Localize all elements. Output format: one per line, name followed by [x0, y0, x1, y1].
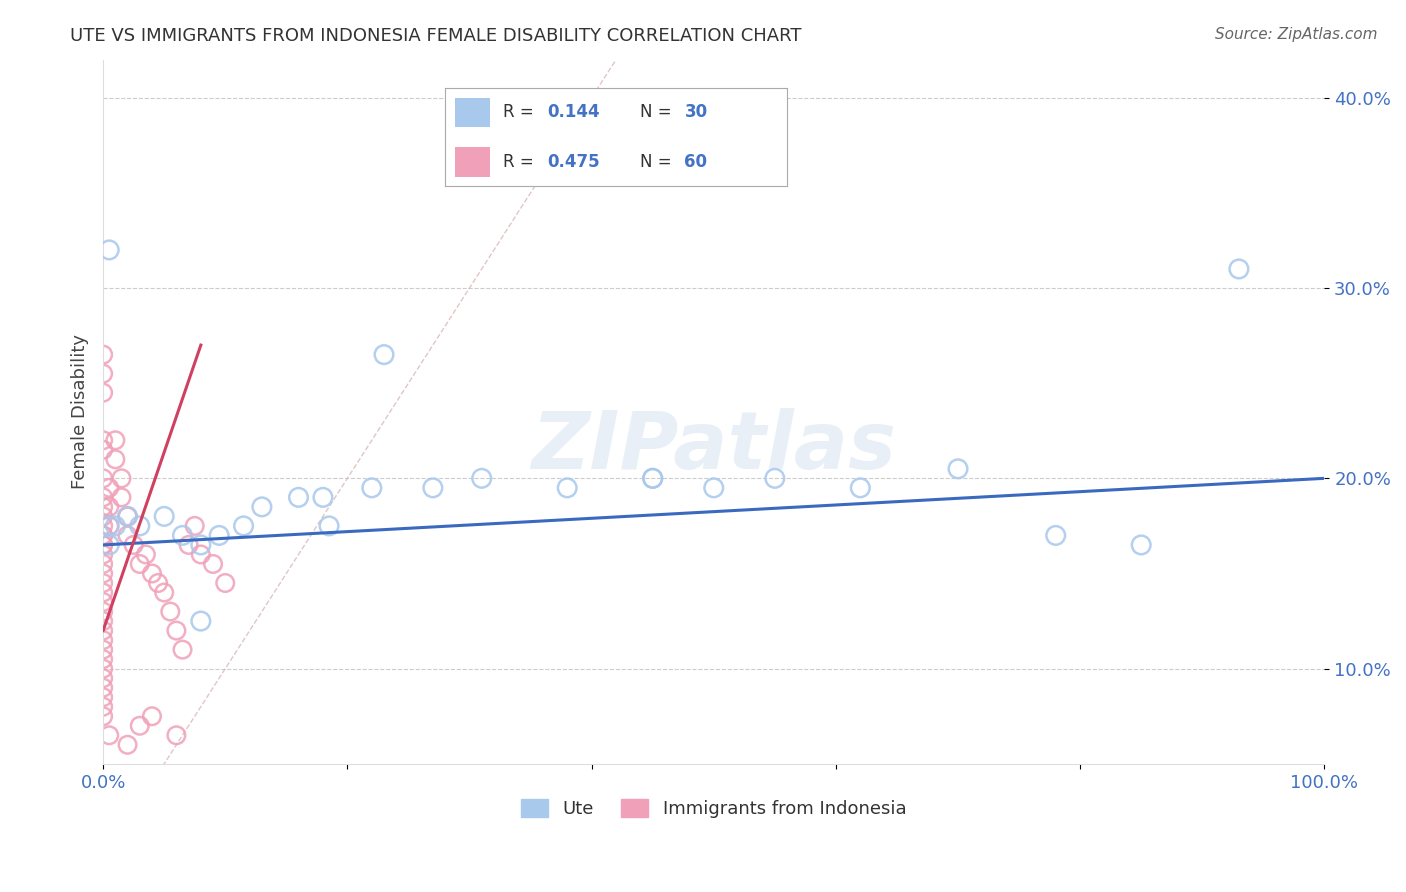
- Point: [91, 434, 114, 448]
- Point: [190, 614, 212, 628]
- Point: [91, 500, 114, 514]
- Point: [312, 491, 335, 505]
- Point: [141, 566, 163, 581]
- Point: [98, 519, 121, 533]
- Point: [172, 642, 194, 657]
- Point: [183, 519, 205, 533]
- Point: [122, 538, 145, 552]
- Point: [91, 624, 114, 638]
- Point: [422, 481, 444, 495]
- Point: [202, 557, 225, 571]
- Point: [98, 243, 121, 257]
- Point: [104, 434, 127, 448]
- Point: [555, 481, 578, 495]
- Point: [91, 709, 114, 723]
- Point: [91, 385, 114, 400]
- Point: [91, 585, 114, 599]
- Point: [91, 633, 114, 648]
- Point: [91, 538, 114, 552]
- Point: [110, 471, 132, 485]
- Point: [91, 671, 114, 685]
- Point: [373, 348, 395, 362]
- Point: [159, 605, 181, 619]
- Point: [98, 481, 121, 495]
- Point: [91, 566, 114, 581]
- Point: [360, 481, 382, 495]
- Point: [110, 491, 132, 505]
- Point: [91, 614, 114, 628]
- Point: [177, 538, 200, 552]
- Point: [153, 509, 176, 524]
- Point: [250, 500, 273, 514]
- Point: [104, 452, 127, 467]
- Point: [91, 442, 114, 457]
- Point: [91, 528, 114, 542]
- Point: [1045, 528, 1067, 542]
- Point: [318, 519, 340, 533]
- Point: [641, 471, 664, 485]
- Point: [91, 662, 114, 676]
- Point: [146, 576, 169, 591]
- Point: [128, 557, 150, 571]
- Point: [1130, 538, 1153, 552]
- Point: [165, 624, 187, 638]
- Point: [135, 548, 157, 562]
- Point: [91, 681, 114, 695]
- Point: [98, 519, 121, 533]
- Point: [91, 652, 114, 666]
- Point: [117, 738, 139, 752]
- Point: [849, 481, 872, 495]
- Point: [703, 481, 725, 495]
- Point: [91, 605, 114, 619]
- Text: Source: ZipAtlas.com: Source: ZipAtlas.com: [1215, 27, 1378, 42]
- Point: [117, 528, 139, 542]
- Point: [98, 538, 121, 552]
- Point: [91, 690, 114, 705]
- Legend: Ute, Immigrants from Indonesia: Ute, Immigrants from Indonesia: [515, 791, 914, 825]
- Point: [763, 471, 786, 485]
- Point: [91, 367, 114, 381]
- Point: [1227, 262, 1250, 277]
- Point: [471, 471, 494, 485]
- Point: [91, 491, 114, 505]
- Text: ZIPatlas: ZIPatlas: [531, 408, 896, 486]
- Point: [91, 528, 114, 542]
- Point: [232, 519, 254, 533]
- Point: [287, 491, 309, 505]
- Point: [91, 642, 114, 657]
- Point: [117, 509, 139, 524]
- Point: [91, 548, 114, 562]
- Point: [91, 557, 114, 571]
- Point: [141, 709, 163, 723]
- Point: [190, 538, 212, 552]
- Point: [91, 576, 114, 591]
- Point: [91, 348, 114, 362]
- Point: [190, 548, 212, 562]
- Point: [172, 528, 194, 542]
- Point: [117, 509, 139, 524]
- Point: [946, 462, 969, 476]
- Point: [128, 519, 150, 533]
- Point: [98, 500, 121, 514]
- Point: [91, 471, 114, 485]
- Point: [208, 528, 231, 542]
- Point: [91, 595, 114, 609]
- Point: [128, 719, 150, 733]
- Point: [153, 585, 176, 599]
- Point: [91, 509, 114, 524]
- Point: [641, 471, 664, 485]
- Point: [214, 576, 236, 591]
- Text: UTE VS IMMIGRANTS FROM INDONESIA FEMALE DISABILITY CORRELATION CHART: UTE VS IMMIGRANTS FROM INDONESIA FEMALE …: [70, 27, 801, 45]
- Point: [104, 519, 127, 533]
- Point: [91, 538, 114, 552]
- Point: [91, 699, 114, 714]
- Point: [91, 519, 114, 533]
- Point: [165, 728, 187, 742]
- Y-axis label: Female Disability: Female Disability: [72, 334, 89, 489]
- Point: [98, 728, 121, 742]
